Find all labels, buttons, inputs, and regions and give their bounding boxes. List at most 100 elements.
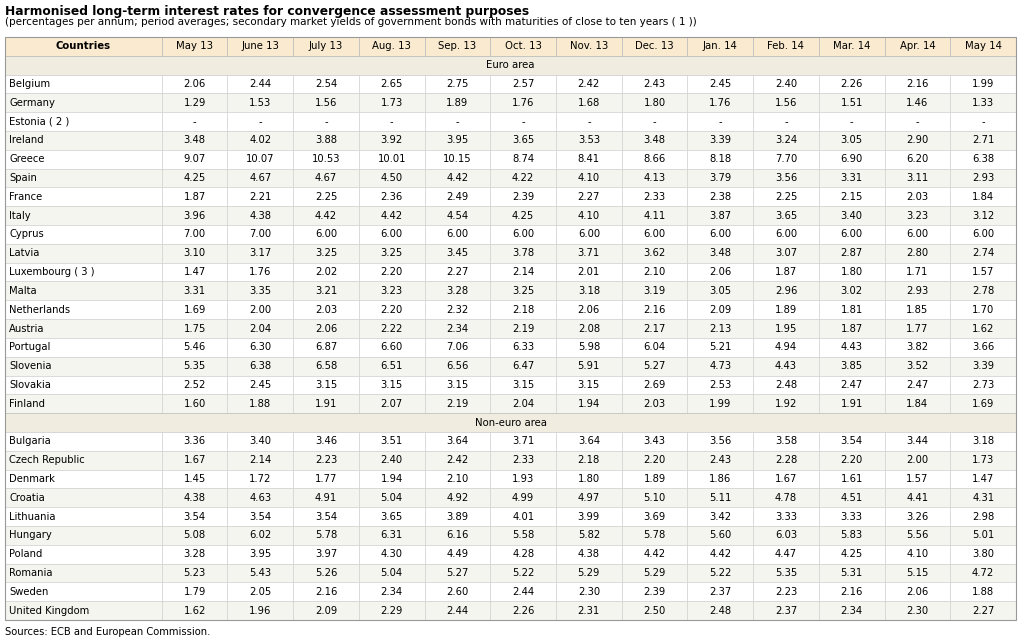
Text: 3.28: 3.28 — [184, 549, 205, 559]
Text: 1.51: 1.51 — [840, 98, 863, 108]
Bar — [819, 244, 884, 262]
Bar — [687, 526, 753, 545]
Bar — [951, 75, 1016, 93]
Text: 2.78: 2.78 — [972, 286, 994, 296]
Text: 6.56: 6.56 — [446, 361, 469, 371]
Bar — [161, 376, 228, 394]
Text: -: - — [390, 116, 393, 127]
Text: 2.06: 2.06 — [184, 79, 205, 89]
Text: 2.90: 2.90 — [907, 136, 928, 145]
Text: 2.73: 2.73 — [972, 380, 994, 390]
Text: 4.41: 4.41 — [907, 493, 928, 503]
Bar — [490, 262, 556, 282]
Text: Denmark: Denmark — [9, 474, 55, 484]
Bar — [358, 75, 425, 93]
Bar — [293, 262, 358, 282]
Text: 3.79: 3.79 — [710, 173, 731, 183]
Bar — [753, 169, 819, 188]
Bar — [687, 545, 753, 564]
Text: Countries: Countries — [56, 42, 111, 51]
Text: 2.30: 2.30 — [578, 587, 600, 596]
Bar — [5, 150, 161, 169]
Text: 1.76: 1.76 — [249, 267, 272, 277]
Text: 2.47: 2.47 — [840, 380, 863, 390]
Text: 1.80: 1.80 — [643, 98, 666, 108]
Text: Estonia ( 2 ): Estonia ( 2 ) — [9, 116, 69, 127]
Text: 3.56: 3.56 — [710, 436, 731, 446]
Bar — [161, 93, 228, 112]
Bar — [293, 507, 358, 526]
Text: -: - — [258, 116, 262, 127]
Bar — [951, 150, 1016, 169]
Bar — [358, 545, 425, 564]
Text: 3.17: 3.17 — [249, 248, 272, 259]
Text: 3.85: 3.85 — [840, 361, 863, 371]
Text: 5.60: 5.60 — [710, 531, 731, 540]
Bar — [425, 169, 490, 188]
Text: Mar. 14: Mar. 14 — [833, 42, 871, 51]
Bar — [884, 356, 951, 376]
Bar — [819, 112, 884, 131]
Bar — [358, 244, 425, 262]
Bar — [753, 470, 819, 488]
Bar — [5, 244, 161, 262]
Bar — [228, 206, 293, 225]
Text: 3.46: 3.46 — [314, 436, 337, 446]
Bar — [293, 282, 358, 300]
Text: 6.00: 6.00 — [513, 230, 534, 239]
Bar — [228, 564, 293, 582]
Bar — [687, 150, 753, 169]
Bar — [687, 131, 753, 150]
Bar — [490, 300, 556, 319]
Bar — [622, 582, 687, 601]
Text: 3.64: 3.64 — [578, 436, 600, 446]
Bar — [161, 564, 228, 582]
Text: 2.06: 2.06 — [314, 323, 337, 333]
Bar — [687, 507, 753, 526]
Text: 1.93: 1.93 — [512, 474, 534, 484]
Text: 3.56: 3.56 — [775, 173, 797, 183]
Bar — [951, 451, 1016, 470]
Text: 4.10: 4.10 — [907, 549, 928, 559]
Bar — [622, 470, 687, 488]
Text: -: - — [849, 116, 854, 127]
Bar — [161, 225, 228, 244]
Bar — [622, 188, 687, 206]
Text: -: - — [981, 116, 985, 127]
Text: 6.00: 6.00 — [643, 230, 666, 239]
Bar — [951, 507, 1016, 526]
Text: 2.23: 2.23 — [314, 455, 337, 465]
Text: July 13: July 13 — [309, 42, 343, 51]
Text: 5.56: 5.56 — [907, 531, 929, 540]
Bar — [425, 356, 490, 376]
Text: May 14: May 14 — [965, 42, 1002, 51]
Text: 3.42: 3.42 — [710, 511, 731, 522]
Bar — [5, 507, 161, 526]
Text: 5.23: 5.23 — [184, 568, 205, 578]
Text: Non-euro area: Non-euro area — [475, 417, 546, 428]
Bar — [5, 526, 161, 545]
Bar — [425, 300, 490, 319]
Text: 6.38: 6.38 — [249, 361, 272, 371]
Text: 2.98: 2.98 — [972, 511, 994, 522]
Text: 2.80: 2.80 — [907, 248, 928, 259]
Text: 3.39: 3.39 — [972, 361, 994, 371]
Bar — [5, 488, 161, 507]
Text: 4.38: 4.38 — [578, 549, 600, 559]
Text: 1.75: 1.75 — [184, 323, 206, 333]
Text: France: France — [9, 192, 42, 202]
Text: 2.52: 2.52 — [184, 380, 206, 390]
Bar — [161, 300, 228, 319]
Bar — [228, 376, 293, 394]
Text: 3.07: 3.07 — [775, 248, 797, 259]
Text: 5.01: 5.01 — [972, 531, 994, 540]
Text: 3.95: 3.95 — [446, 136, 469, 145]
Bar — [687, 376, 753, 394]
Bar — [753, 394, 819, 413]
Bar — [951, 206, 1016, 225]
Text: Nov. 13: Nov. 13 — [570, 42, 607, 51]
Text: 7.00: 7.00 — [184, 230, 205, 239]
Bar — [5, 300, 161, 319]
Text: 4.25: 4.25 — [184, 173, 205, 183]
Bar — [228, 507, 293, 526]
